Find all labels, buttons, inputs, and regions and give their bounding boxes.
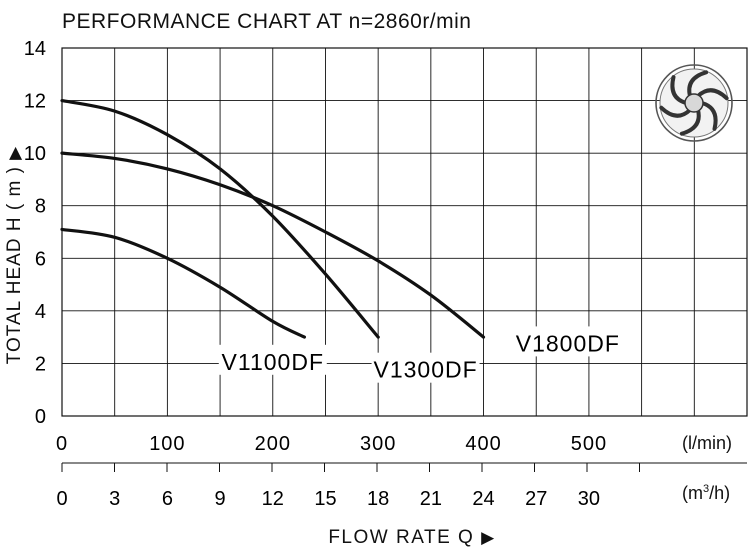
x-tick-label: 200 bbox=[255, 433, 291, 455]
y-tick-label: 2 bbox=[35, 353, 46, 375]
m3h-sup: 3 bbox=[703, 483, 710, 495]
x2-tick-label: 3 bbox=[109, 488, 120, 510]
y-tick-label: 0 bbox=[35, 406, 46, 428]
y-tick-label: 10 bbox=[24, 143, 46, 165]
series-line-v1100df bbox=[60, 227, 306, 339]
impeller-blade bbox=[659, 105, 692, 118]
y-tick-label: 4 bbox=[35, 301, 46, 323]
annotation-background bbox=[218, 344, 327, 375]
x-tick-label: 300 bbox=[360, 433, 396, 455]
impeller-hub bbox=[684, 93, 704, 113]
y-tick-label: 14 bbox=[24, 38, 46, 60]
y-tick-label: 8 bbox=[35, 196, 46, 218]
x-tick-label: 400 bbox=[465, 433, 501, 455]
impeller-blade bbox=[700, 101, 718, 131]
x-axis-unit-lmin: (l/min) bbox=[682, 433, 732, 453]
series-label-v1800df: V1800DF bbox=[516, 330, 620, 356]
chart-title: PERFORMANCE CHART AT n=2860r/min bbox=[62, 10, 472, 33]
x-axis-arrow-icon: ▶ bbox=[481, 528, 496, 547]
m3h-prefix: (m bbox=[682, 483, 703, 503]
impeller-blade bbox=[687, 70, 709, 99]
y-tick-label: 6 bbox=[35, 248, 46, 270]
x2-tick-label: 21 bbox=[420, 488, 442, 510]
impeller-icon bbox=[655, 64, 733, 142]
x-axis-label: FLOW RATE Q ▶ bbox=[328, 527, 495, 549]
x-axis-unit-m3h: (m3/h) bbox=[682, 483, 730, 504]
series-label-v1100df: V1100DF bbox=[222, 349, 324, 375]
x2-tick-label: 0 bbox=[56, 488, 67, 510]
series-label-v1300df: V1300DF bbox=[373, 357, 477, 383]
x2-tick-label: 18 bbox=[367, 488, 389, 510]
x2-tick-label: 24 bbox=[472, 488, 494, 510]
impeller-blade bbox=[670, 75, 688, 105]
x2-tick-label: 27 bbox=[525, 488, 547, 510]
x-tick-label: 0 bbox=[56, 433, 68, 455]
y-tick-label: 12 bbox=[24, 91, 46, 113]
impeller-blade bbox=[696, 88, 729, 101]
x-axis-label-text: FLOW RATE Q bbox=[328, 527, 475, 548]
x2-tick-label: 12 bbox=[262, 488, 284, 510]
x-tick-label: 500 bbox=[571, 433, 607, 455]
x2-tick-label: 9 bbox=[215, 488, 226, 510]
x2-tick-label: 15 bbox=[314, 488, 336, 510]
series-line-v1300df bbox=[60, 99, 380, 339]
annotation-background bbox=[513, 326, 622, 357]
x-tick-label: 100 bbox=[149, 433, 185, 455]
series-line-v1800df bbox=[60, 151, 486, 339]
m3h-suffix: /h) bbox=[709, 483, 731, 503]
annotation-background bbox=[371, 352, 480, 383]
impeller-blade bbox=[679, 107, 701, 136]
x2-tick-label: 6 bbox=[162, 488, 173, 510]
x2-tick-label: 30 bbox=[578, 488, 600, 510]
plot-frame bbox=[61, 47, 748, 417]
